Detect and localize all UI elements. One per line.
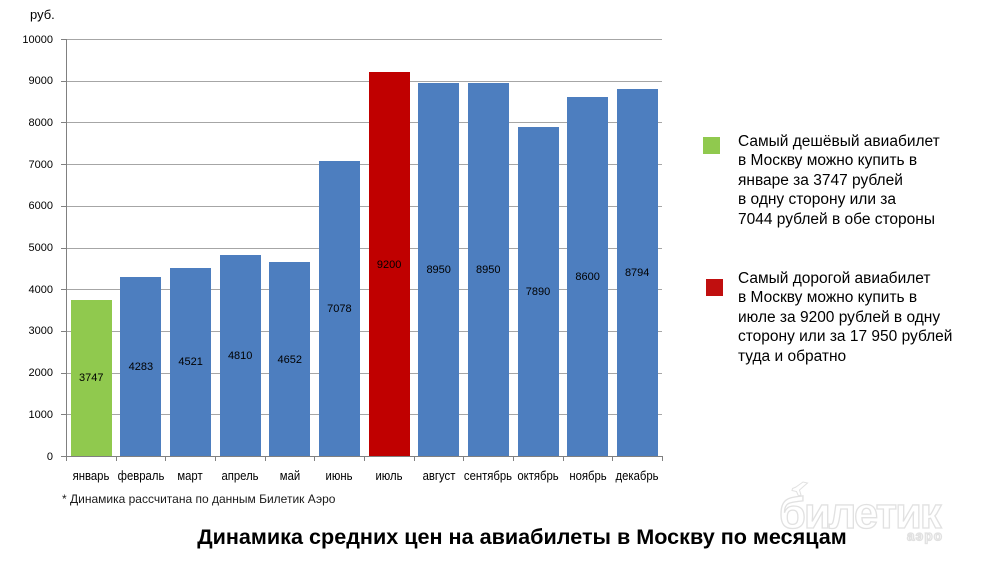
svg-text:аэро: аэро — [907, 529, 943, 544]
svg-text:билетик: билетик — [779, 490, 942, 538]
